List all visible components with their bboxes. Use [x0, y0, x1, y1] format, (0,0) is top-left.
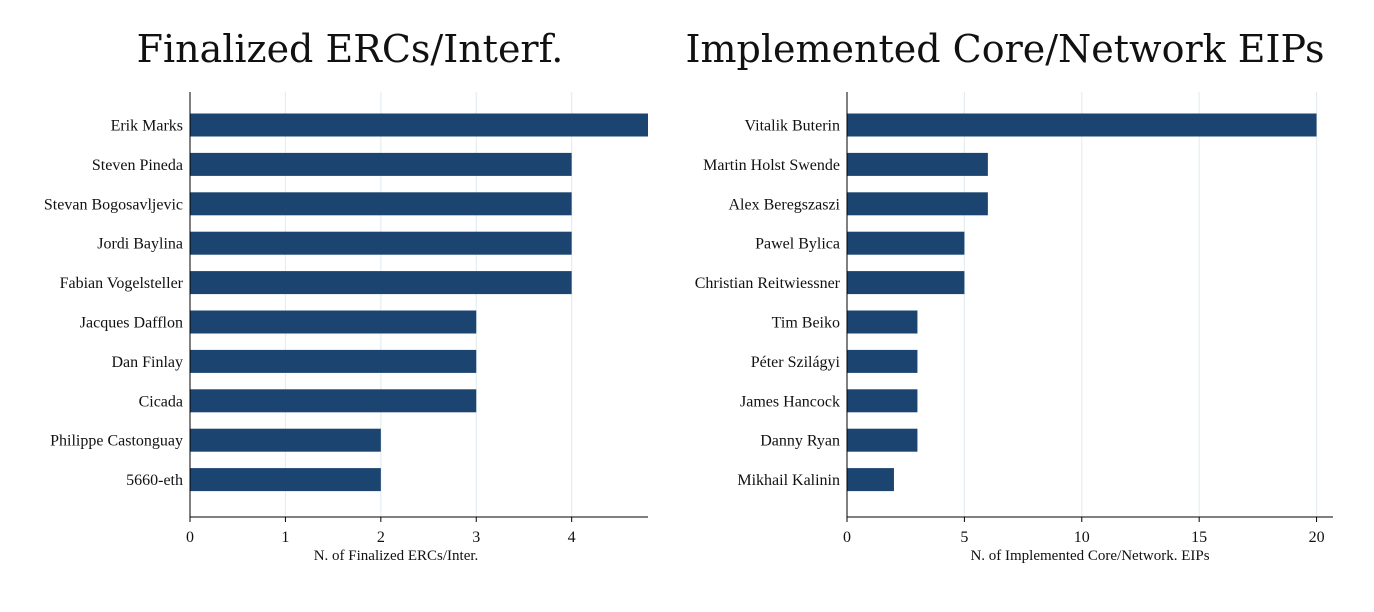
category-label: James Hancock [740, 393, 840, 410]
category-label: Pawel Bylica [755, 236, 840, 253]
bar [190, 389, 477, 413]
x-tick-label: 1 [281, 529, 289, 546]
bar [190, 231, 572, 255]
x-tick-label: 0 [843, 529, 851, 546]
category-label: Stevan Bogosavljevic [44, 196, 183, 213]
x-tick-label: 4 [568, 529, 576, 546]
category-label: Fabian Vogelsteller [60, 275, 184, 292]
category-label: Erik Marks [111, 118, 183, 135]
category-label: Vitalik Buterin [745, 118, 840, 135]
category-label: Christian Reitwiessner [695, 275, 841, 292]
chart-implemented-eips: Vitalik Buterin Martin Holst Swende Alex B… [685, 27, 1333, 564]
bar [847, 428, 918, 452]
x-tick-label: 10 [1074, 529, 1090, 546]
category-label: Philippe Castonguay [50, 433, 183, 450]
x-tick-label: 3 [472, 529, 480, 546]
bar [190, 192, 572, 216]
category-label: Martin Holst Swende [703, 157, 840, 174]
category-label: Mikhail Kalinin [737, 472, 840, 489]
bar [847, 310, 918, 334]
category-label: Steven Pineda [92, 157, 183, 174]
category-label: Cicada [139, 393, 183, 410]
bar [190, 468, 381, 492]
category-label: Jordi Baylina [97, 236, 183, 253]
bar [190, 310, 477, 334]
x-tick-label: 15 [1191, 529, 1207, 546]
bar [847, 113, 1317, 137]
bar [190, 152, 572, 176]
bar [190, 113, 648, 137]
x-tick-label: 5 [960, 529, 968, 546]
chart-title: Implemented Core/Network EIPs [685, 27, 1324, 71]
bar [190, 349, 477, 373]
x-tick-label: 2 [377, 529, 385, 546]
chart-finalized-ercs: Erik Marks Steven Pineda Stevan Bogosavlje… [44, 27, 648, 564]
x-tick-label: 0 [186, 529, 194, 546]
x-tick-label: 20 [1309, 529, 1325, 546]
category-label: Dan Finlay [111, 354, 183, 371]
category-label: Péter Szilágyi [751, 354, 841, 371]
category-label: Tim Beiko [772, 315, 840, 332]
category-label: Danny Ryan [760, 433, 840, 450]
bar [847, 349, 918, 373]
x-axis-title: N. of Implemented Core/Network. EIPs [970, 548, 1209, 564]
bar [847, 231, 965, 255]
bar [847, 271, 965, 295]
bar [190, 271, 572, 295]
x-axis-title: N. of Finalized ERCs/Inter. [314, 548, 479, 564]
bar [847, 192, 988, 216]
bar [847, 389, 918, 413]
category-label: 5660-eth [126, 472, 183, 489]
category-label: Alex Beregszaszi [728, 196, 840, 213]
chart-title: Finalized ERCs/Interf. [137, 27, 564, 71]
bar [847, 468, 894, 492]
bar [190, 428, 381, 452]
category-label: Jacques Dafflon [80, 315, 183, 332]
bar [847, 152, 988, 176]
